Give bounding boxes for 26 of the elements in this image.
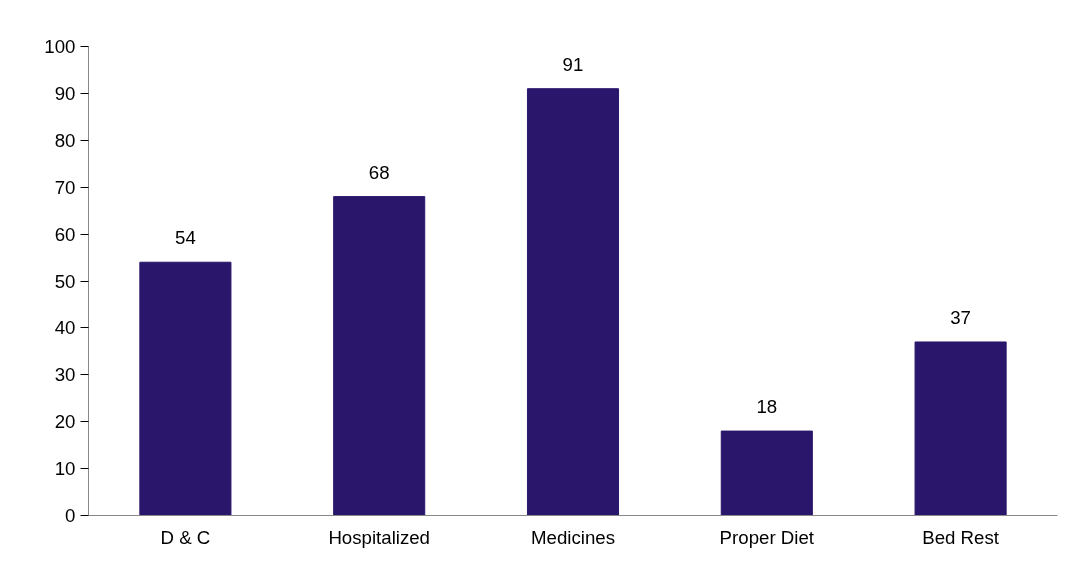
y-tick-label: 100 [44, 36, 76, 57]
data-label: 68 [368, 161, 390, 183]
y-tick-label: 70 [54, 176, 76, 198]
x-tick-label: Medicines [531, 526, 616, 548]
y-tick-label: 20 [54, 411, 76, 433]
data-label: 54 [175, 227, 196, 249]
y-tick-label: 40 [54, 317, 76, 339]
data-label: 37 [950, 306, 971, 328]
x-tick-label: Hospitalized [328, 526, 431, 548]
x-tick-label: D & C [160, 526, 211, 548]
y-tick-label: 50 [54, 270, 76, 292]
y-tick-label: 30 [54, 364, 76, 386]
bar [333, 196, 426, 516]
y-tick-label: 80 [54, 129, 76, 151]
bar [720, 430, 813, 516]
y-tick-label: 60 [54, 223, 76, 245]
bar [526, 88, 620, 516]
bar [139, 261, 232, 516]
y-tick-label: 90 [54, 82, 76, 104]
y-tick-label: 10 [54, 458, 76, 480]
data-label: 91 [562, 53, 584, 75]
y-tick-label: 0 [65, 505, 76, 526]
bar [914, 341, 1007, 516]
data-label: 18 [756, 396, 778, 418]
x-tick-label: Bed Rest [922, 526, 1000, 548]
x-tick-label: Proper Diet [719, 526, 815, 548]
